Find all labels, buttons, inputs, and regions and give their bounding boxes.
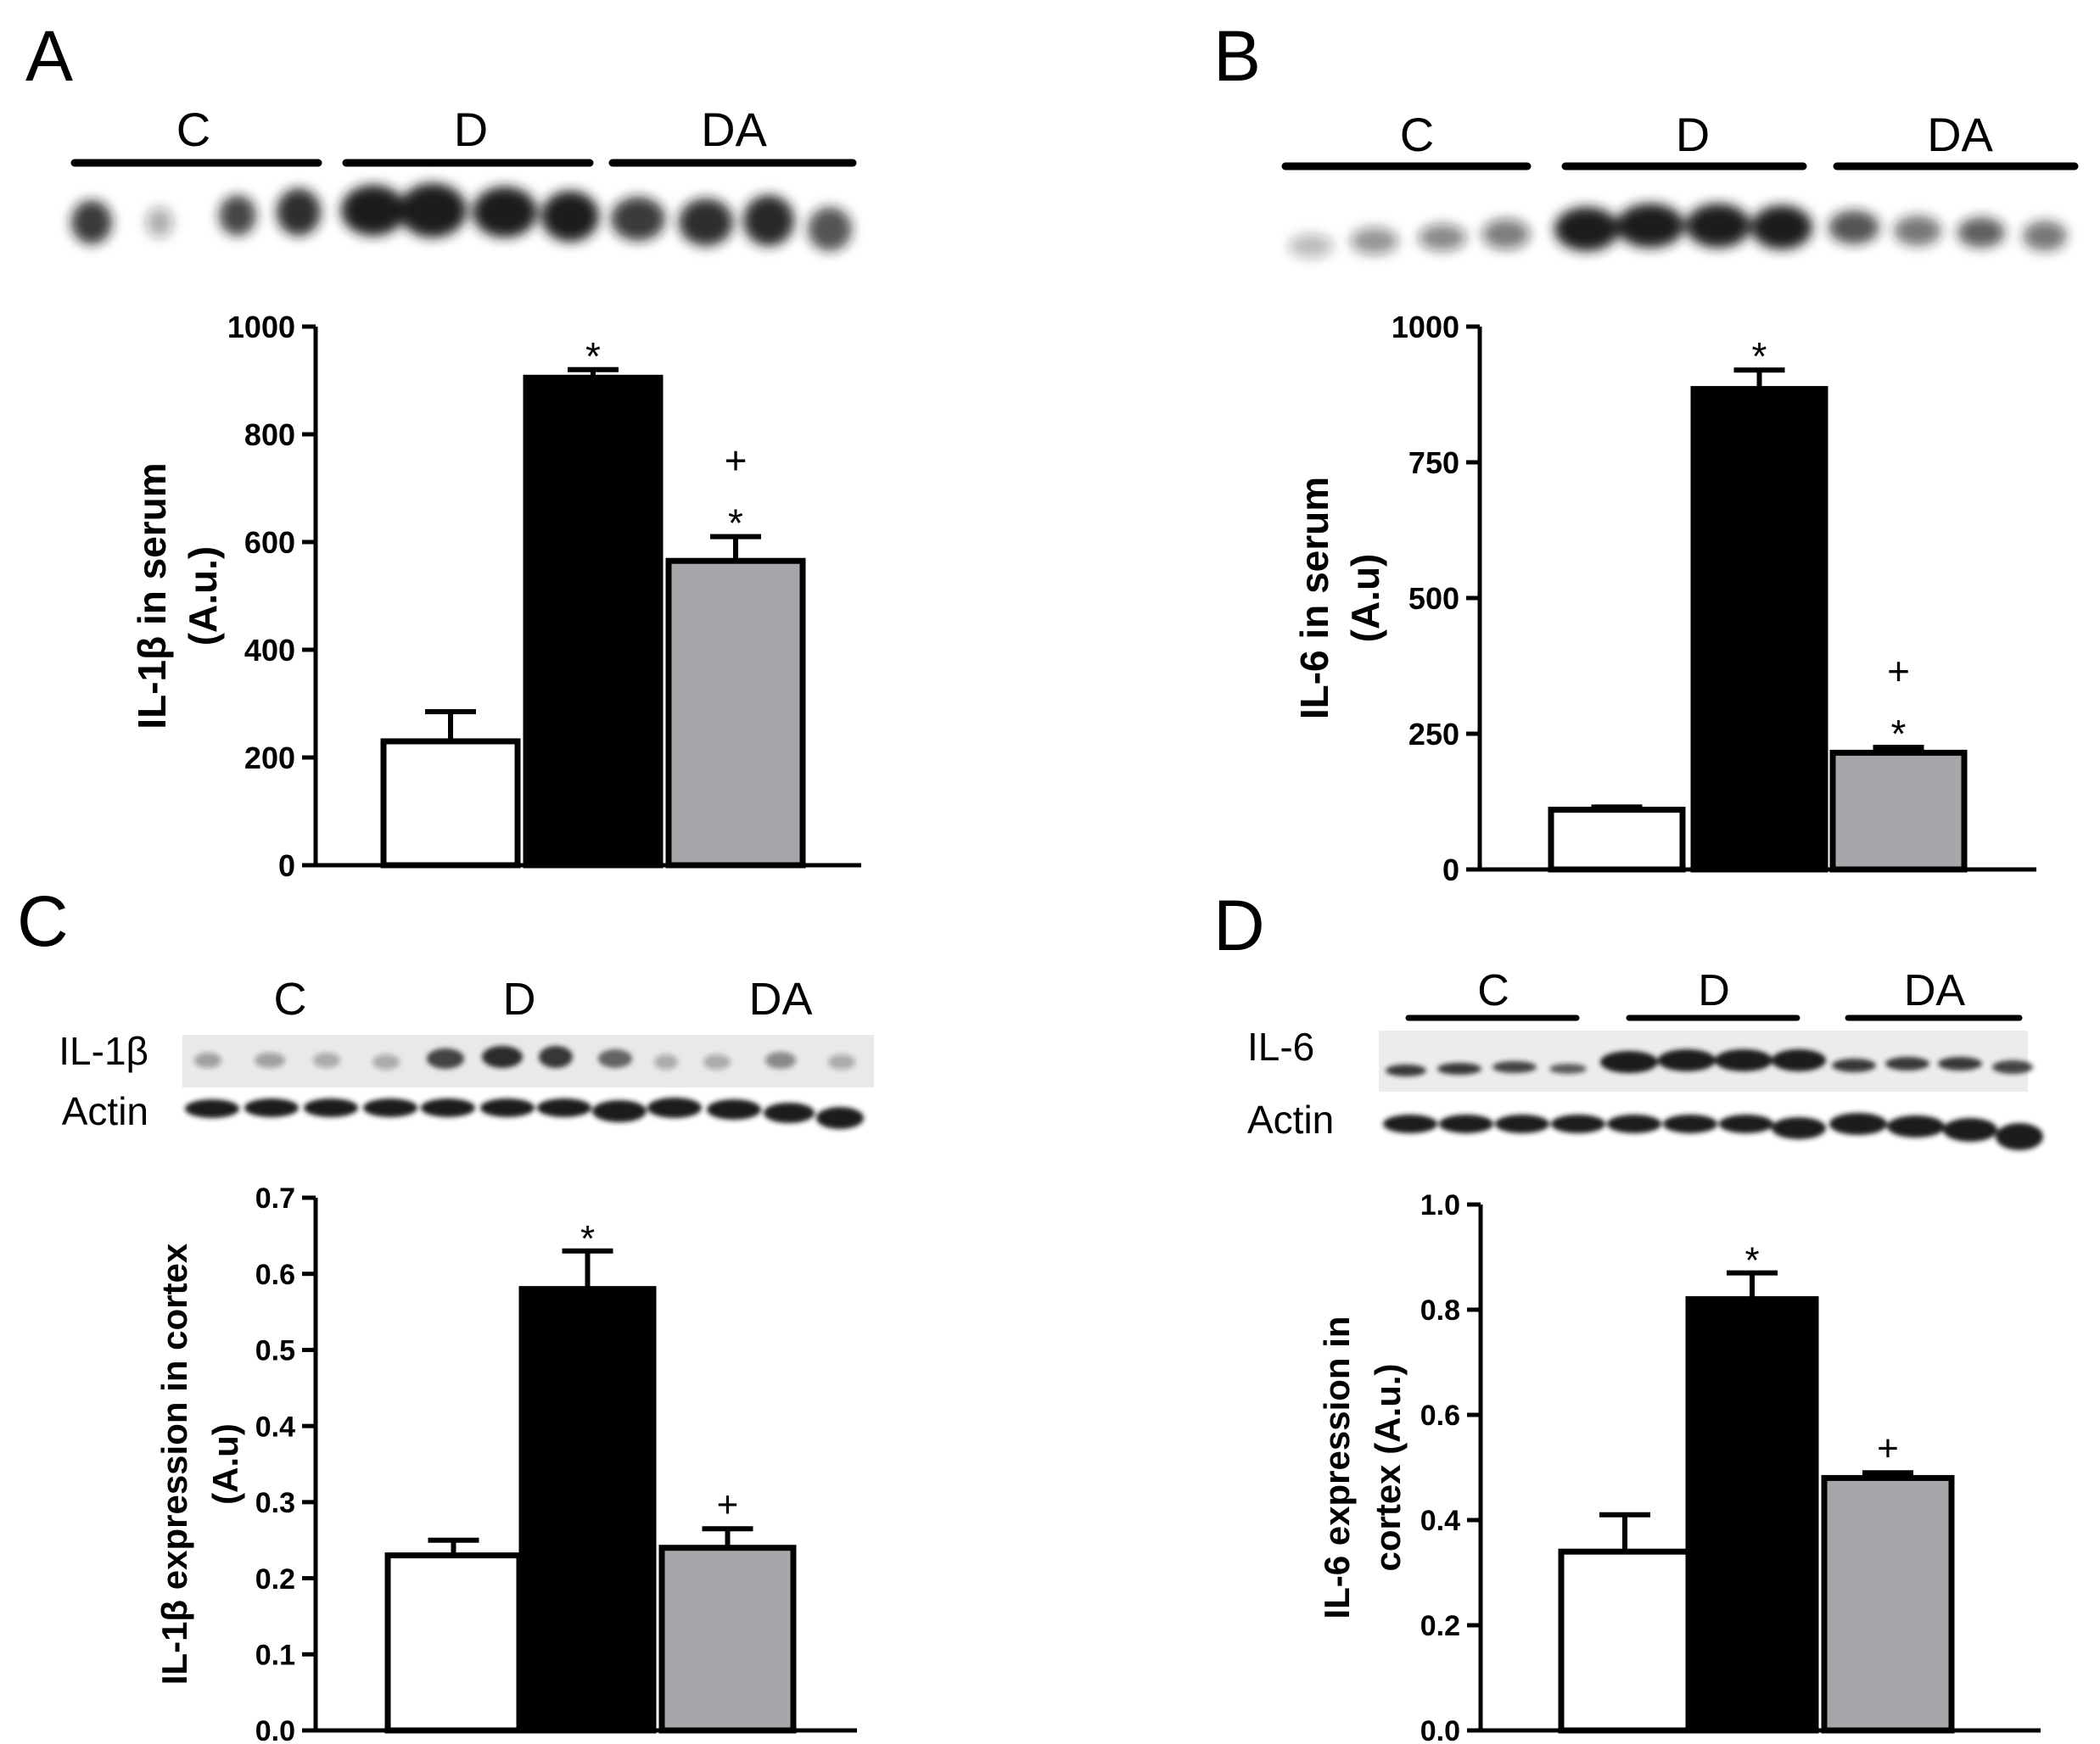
bar-d (1685, 1296, 1819, 1734)
bar-c (1548, 807, 1686, 873)
bar-da (658, 1545, 797, 1734)
blot-panel-a: C D DA (70, 103, 857, 251)
y-tick-label: 0.2 (255, 1563, 295, 1596)
y-tick-label: 250 (1408, 717, 1459, 752)
bar-c (1558, 1548, 1692, 1734)
significance-star: * (585, 334, 601, 378)
bar-d (523, 374, 664, 869)
y-tick-label: 0.1 (255, 1640, 295, 1672)
significance-star: * (580, 1218, 595, 1260)
significance-star: * (1744, 1240, 1759, 1282)
group-label-da: DA (1927, 108, 1993, 161)
significance-plus: + (1887, 649, 1910, 693)
y-axis-label: IL-6 expression in (1317, 1316, 1357, 1618)
y-tick-label: 800 (244, 417, 295, 452)
panel-letter-d: D (1213, 886, 1265, 965)
bar-da (1829, 749, 1968, 873)
y-axis-label: (A.u.) (181, 546, 225, 646)
significance-star: * (728, 501, 743, 545)
y-tick-label: 200 (244, 741, 295, 775)
group-label-c: C (274, 974, 307, 1025)
y-tick-label: 0.3 (255, 1487, 295, 1519)
panel-letter-b: B (1213, 16, 1261, 96)
chart-panel-b: 0 250 500 750 1000 IL-6 in serum (A.u) * * + (1292, 310, 2036, 887)
blot-row-label-actin: Actin (62, 1089, 148, 1133)
y-tick-label: 0.7 (255, 1182, 295, 1215)
y-tick-label: 0 (1442, 852, 1459, 887)
y-tick-label: 600 (244, 525, 295, 560)
group-label-da: DA (1904, 966, 1966, 1015)
group-label-d: D (1676, 108, 1710, 161)
significance-plus: + (1877, 1428, 1899, 1469)
blot-row-label-il1b: IL-1β (59, 1029, 148, 1073)
y-tick-label: 1000 (227, 310, 295, 344)
group-label-c: C (176, 103, 210, 156)
bar-da (665, 557, 806, 869)
blot-panel-b: C D DA (1281, 108, 2079, 258)
y-axis-label: (A.u) (1343, 554, 1387, 643)
y-tick-label: 0.0 (255, 1715, 295, 1744)
y-tick-label: 0 (278, 848, 295, 883)
bar-da (1821, 1474, 1955, 1734)
group-label-d: D (1698, 966, 1730, 1015)
significance-star: * (1891, 712, 1907, 756)
y-tick-label: 0.8 (1420, 1294, 1460, 1327)
y-axis-label: cortex (A.u.) (1368, 1363, 1408, 1571)
y-axis-label: IL-1β in serum (130, 462, 174, 729)
y-axis-label: IL-1β expression in cortex (154, 1243, 194, 1685)
group-label-d: D (454, 103, 488, 156)
significance-star: * (1752, 334, 1767, 378)
bar-c (380, 738, 521, 869)
panel-letter-a: A (25, 16, 73, 96)
y-tick-label: 0.6 (255, 1259, 295, 1291)
group-label-c: C (1400, 108, 1434, 161)
y-tick-label: 1000 (1392, 310, 1459, 344)
blot-row-label-actin: Actin (1247, 1098, 1334, 1142)
y-tick-label: 750 (1408, 445, 1459, 480)
y-axis-label: (A.u) (205, 1423, 245, 1505)
y-tick-label: 0.5 (255, 1335, 295, 1367)
y-axis-label: IL-6 in serum (1292, 477, 1336, 719)
blot-row-label-il6: IL-6 (1247, 1025, 1314, 1069)
group-label-c: C (1477, 966, 1509, 1015)
bar-d (1690, 386, 1828, 873)
chart-panel-d: 0.0 0.2 0.4 0.6 0.8 1.0 IL-6 expression in cort… (1317, 1189, 2041, 1744)
bar-d (518, 1286, 657, 1734)
y-tick-label: 1.0 (1420, 1189, 1460, 1221)
group-label-da: DA (701, 103, 767, 156)
bar-c (384, 1552, 523, 1734)
blot-panel-d: C D DA IL-6 Actin (1247, 966, 2043, 1150)
group-label-d: D (503, 974, 536, 1025)
y-tick-label: 0.4 (1420, 1505, 1460, 1537)
group-label-da: DA (748, 974, 812, 1025)
panel-letter-c: C (17, 881, 69, 961)
chart-panel-a: 0 200 400 600 800 1000 IL-1β in serum (A.u.) * * + (130, 310, 861, 883)
significance-plus: + (725, 439, 748, 483)
y-tick-label: 400 (244, 633, 295, 668)
blot-panel-c: C D DA IL-1β Actin (59, 974, 874, 1133)
y-tick-label: 0.6 (1420, 1400, 1460, 1432)
y-tick-label: 0.4 (255, 1411, 295, 1443)
y-tick-label: 0.0 (1420, 1715, 1460, 1744)
y-tick-label: 0.2 (1420, 1610, 1460, 1642)
chart-panel-c: 0.0 0.1 0.2 0.3 0.4 0.5 0.6 0.7 IL-1β expression… (154, 1182, 857, 1744)
y-tick-label: 500 (1408, 581, 1459, 616)
significance-plus: + (717, 1484, 739, 1525)
